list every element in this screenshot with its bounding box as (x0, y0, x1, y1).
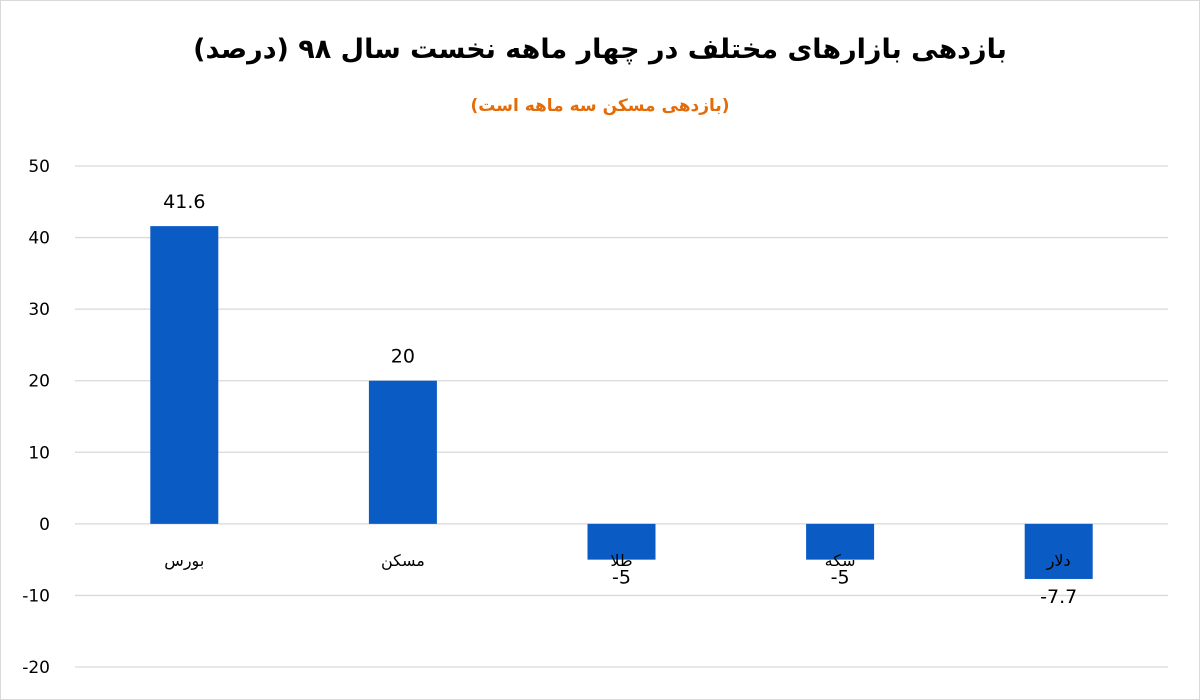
bar (150, 226, 219, 524)
y-tick-label: 30 (28, 300, 50, 320)
bar (1024, 523, 1093, 579)
data-label: -5 (612, 567, 631, 589)
gridlines (75, 165, 1168, 668)
y-tick-label: 50 (28, 157, 50, 177)
y-tick-label: -20 (22, 658, 50, 678)
category-label: سکه (825, 551, 856, 570)
chart-subtitle: (بازدهی مسکن سه ماهه است) (470, 96, 730, 116)
bars (150, 226, 1093, 579)
data-label: 20 (391, 346, 415, 368)
category-label: دلار (1046, 551, 1071, 571)
y-tick-label: 20 (28, 372, 50, 392)
bar (806, 523, 875, 560)
category-labels: بورس مسکن طلا سکه دلار (164, 551, 1070, 571)
y-axis-ticks: 50 40 30 20 10 0 -10 -20 (22, 157, 50, 678)
y-tick-label: 0 (39, 515, 50, 535)
category-label: بورس (164, 551, 204, 571)
data-labels: 41.6 20 -5 -5 -7.7 (163, 191, 1077, 608)
data-label: 41.6 (163, 191, 205, 213)
data-label: -5 (831, 567, 850, 589)
bar (587, 523, 656, 560)
y-tick-label: 40 (28, 229, 50, 249)
category-label: طلا (610, 551, 632, 570)
y-tick-label: -10 (22, 586, 50, 606)
data-label: -7.7 (1040, 586, 1077, 608)
category-label: مسکن (381, 551, 425, 571)
chart-title: بازدهی بازارهای مختلف در چهار ماهه نخست … (193, 34, 1007, 65)
bar (368, 380, 437, 524)
y-tick-label: 10 (28, 443, 50, 463)
